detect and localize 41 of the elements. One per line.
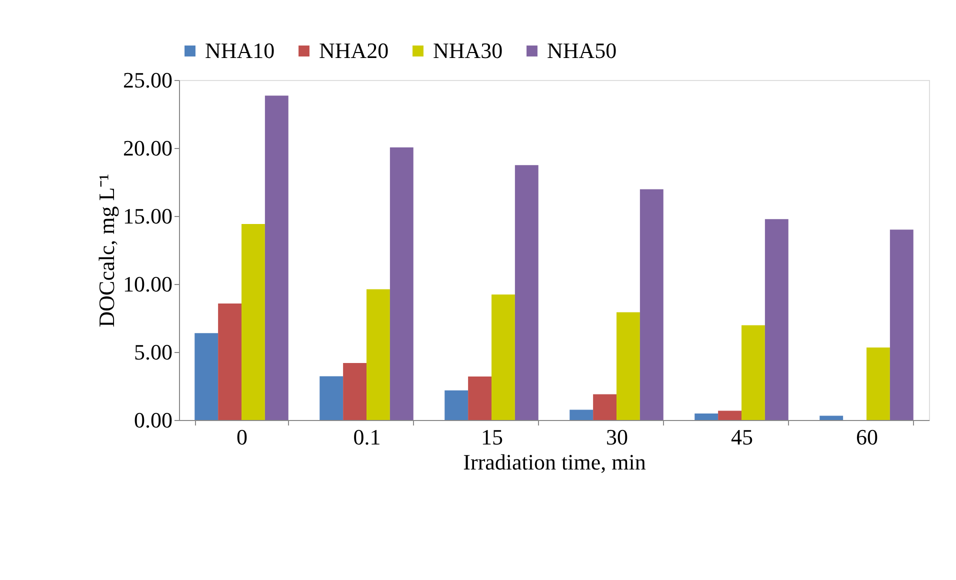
bar <box>343 363 366 420</box>
bar <box>742 325 765 420</box>
bar <box>764 219 788 420</box>
bar <box>218 303 242 420</box>
x-tick-label: 30 <box>606 424 628 450</box>
bar <box>320 376 344 420</box>
bar <box>366 289 390 420</box>
bar <box>492 294 515 420</box>
bar <box>593 394 616 420</box>
x-axis-title: Irradiation time, min <box>463 450 646 474</box>
legend-label: NHA30 <box>433 38 503 63</box>
bar <box>640 189 664 420</box>
bar <box>194 333 218 420</box>
legend-label: NHA50 <box>547 38 617 63</box>
x-tick-label: 15 <box>481 424 503 450</box>
bar <box>890 230 914 420</box>
y-axis-title: DOCcalc, mg L⁻¹ <box>94 174 119 328</box>
bar <box>242 224 265 420</box>
y-tick-label: 20.00 <box>123 136 172 160</box>
bar <box>264 96 288 420</box>
bar <box>616 312 640 420</box>
bar <box>514 165 538 420</box>
bar <box>570 410 594 420</box>
legend-label: NHA20 <box>319 38 389 63</box>
x-tick-label: 45 <box>731 424 753 450</box>
x-tick-label: 60 <box>856 424 878 450</box>
bar <box>820 416 844 420</box>
legend-label: NHA10 <box>205 38 275 63</box>
bar <box>718 410 742 420</box>
y-tick-label: 0.00 <box>134 408 172 432</box>
x-tick-label: 0 <box>236 424 248 450</box>
x-tick-label: 0.1 <box>353 424 381 450</box>
bar <box>694 413 718 420</box>
bar <box>444 390 468 420</box>
bar <box>866 348 890 420</box>
bar <box>468 376 492 420</box>
y-tick-label: 5.00 <box>134 340 172 364</box>
bar <box>390 147 414 420</box>
y-tick-label: 25.00 <box>123 68 172 92</box>
y-tick-label: 15.00 <box>123 204 172 228</box>
y-tick-label: 10.00 <box>123 272 172 296</box>
